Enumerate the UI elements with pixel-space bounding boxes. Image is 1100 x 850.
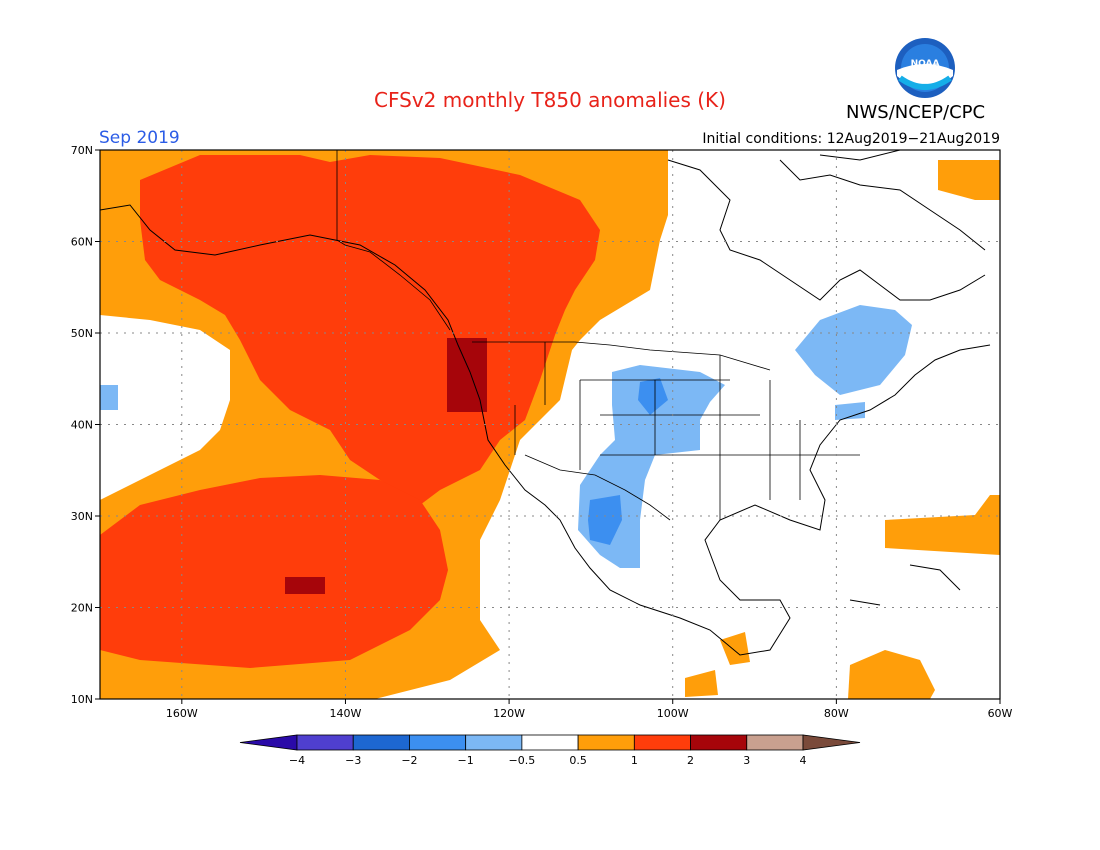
anomaly-strong-warm-pacific <box>285 577 325 594</box>
political-borders <box>336 150 860 521</box>
longitude-axis: 160W 140W 120W 100W 80W 60W <box>166 699 1013 720</box>
colorbar-swatch <box>465 734 523 751</box>
neutral-northeast-pacific <box>100 330 228 485</box>
colorbar-level-label: −0.5 <box>509 754 536 767</box>
anomaly-weak-cold-greatlakes <box>835 402 865 420</box>
anomaly-weak-warm-atlantic <box>885 495 1000 555</box>
lat-tick-label: 30N <box>71 510 93 523</box>
lon-tick-label: 100W <box>657 707 689 720</box>
colorbar: −4 −3 −2 −1 −0.5 0.5 1 2 3 4 <box>239 734 861 767</box>
colorbar-extend-high <box>802 734 861 751</box>
colorbar-level-label: 4 <box>800 754 807 767</box>
anomaly-weak-warm-mexico <box>685 670 718 697</box>
colorbar-level-label: 3 <box>743 754 750 767</box>
colorbar-swatch <box>296 734 354 751</box>
lat-tick-label: 50N <box>71 327 93 340</box>
initial-conditions-label: Initial conditions: 12Aug2019−21Aug2019 <box>702 131 1000 147</box>
noaa-logo-icon: NOAA <box>895 38 955 98</box>
agency-label: NWS/NCEP/CPC <box>846 102 986 123</box>
colorbar-level-label: −1 <box>458 754 474 767</box>
lon-tick-label: 120W <box>493 707 525 720</box>
lon-tick-label: 160W <box>166 707 198 720</box>
anomaly-warm-north <box>140 155 600 505</box>
anomaly-cold-plains-core <box>638 378 668 415</box>
anomaly-weak-cold-pacific <box>100 385 118 410</box>
colorbar-swatch <box>409 734 467 751</box>
anomaly-cold-southwest <box>588 495 622 545</box>
colorbar-level-label: −2 <box>401 754 417 767</box>
lon-tick-label: 60W <box>988 707 1013 720</box>
anomaly-weak-cold-quebec <box>795 305 912 395</box>
anomaly-weak-warm-caribbean <box>848 650 935 699</box>
colorbar-swatch <box>690 734 748 751</box>
lat-tick-label: 60N <box>71 236 93 249</box>
lat-tick-label: 20N <box>71 602 93 615</box>
lat-tick-label: 70N <box>71 144 93 157</box>
colorbar-level-label: −4 <box>289 754 305 767</box>
map-panel <box>100 150 1000 699</box>
valid-month-label: Sep 2019 <box>99 128 180 148</box>
colorbar-swatch <box>746 734 804 751</box>
noaa-logo-text: NOAA <box>911 59 940 69</box>
colorbar-level-label: −3 <box>345 754 361 767</box>
lat-tick-label: 40N <box>71 419 93 432</box>
anomaly-strong-warm-pnw <box>447 338 487 412</box>
latitude-axis: 70N 60N 50N 40N 30N 20N 10N <box>71 144 100 706</box>
map-grid <box>100 150 1000 699</box>
colorbar-extend-low <box>239 734 298 751</box>
lon-tick-label: 80W <box>824 707 849 720</box>
anomaly-weak-warm-alaska-edge <box>938 160 1000 200</box>
colorbar-level-label: 1 <box>631 754 638 767</box>
lat-tick-label: 10N <box>71 693 93 706</box>
colorbar-swatch <box>633 734 691 751</box>
colorbar-swatch <box>577 734 635 751</box>
coastlines <box>100 150 991 656</box>
colorbar-level-label: 0.5 <box>569 754 587 767</box>
colorbar-level-label: 2 <box>687 754 694 767</box>
colorbar-swatch <box>521 734 579 751</box>
anomaly-warm-south <box>100 475 448 668</box>
lon-tick-label: 140W <box>330 707 362 720</box>
page-title: CFSv2 monthly T850 anomalies (K) <box>374 88 726 112</box>
anomaly-weak-warm-central-am <box>720 632 750 665</box>
colorbar-swatch <box>352 734 410 751</box>
